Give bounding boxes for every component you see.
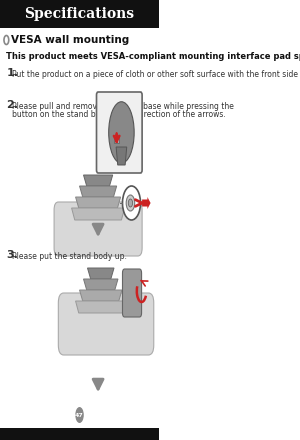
Text: Please put the stand body up.: Please put the stand body up.: [12, 252, 127, 261]
Polygon shape: [80, 186, 117, 197]
Text: 47: 47: [75, 413, 84, 418]
Circle shape: [126, 195, 135, 211]
Text: Specifications: Specifications: [25, 7, 135, 21]
Polygon shape: [83, 279, 118, 290]
Polygon shape: [76, 197, 121, 208]
Text: VESA wall mounting: VESA wall mounting: [11, 35, 129, 45]
Text: 3.: 3.: [6, 250, 18, 260]
Polygon shape: [76, 301, 126, 313]
Polygon shape: [80, 290, 122, 301]
Bar: [0, 428, 159, 440]
Circle shape: [75, 407, 84, 423]
Circle shape: [122, 186, 140, 220]
Text: This product meets VESA-compliant mounting interface pad specifications.: This product meets VESA-compliant mounti…: [6, 52, 300, 61]
FancyBboxPatch shape: [122, 269, 142, 317]
Circle shape: [128, 199, 133, 207]
Polygon shape: [72, 208, 124, 220]
Bar: [0, 0, 159, 28]
Polygon shape: [88, 268, 114, 279]
Text: 1.: 1.: [6, 68, 18, 78]
Polygon shape: [116, 147, 127, 165]
Polygon shape: [83, 175, 113, 186]
FancyBboxPatch shape: [54, 202, 142, 256]
Text: button on the stand body in the direction of the arrows.: button on the stand body in the directio…: [12, 110, 225, 119]
Text: Please pull and remove the stand base while pressing the: Please pull and remove the stand base wh…: [12, 102, 233, 111]
Text: Put the product on a piece of cloth or other soft surface with the front side fa: Put the product on a piece of cloth or o…: [12, 70, 300, 79]
FancyArrow shape: [142, 197, 151, 209]
Ellipse shape: [115, 132, 118, 140]
FancyBboxPatch shape: [97, 92, 142, 173]
Bar: [114, 135, 119, 143]
FancyBboxPatch shape: [58, 293, 154, 355]
Ellipse shape: [109, 102, 134, 163]
Text: 2.: 2.: [6, 100, 18, 110]
